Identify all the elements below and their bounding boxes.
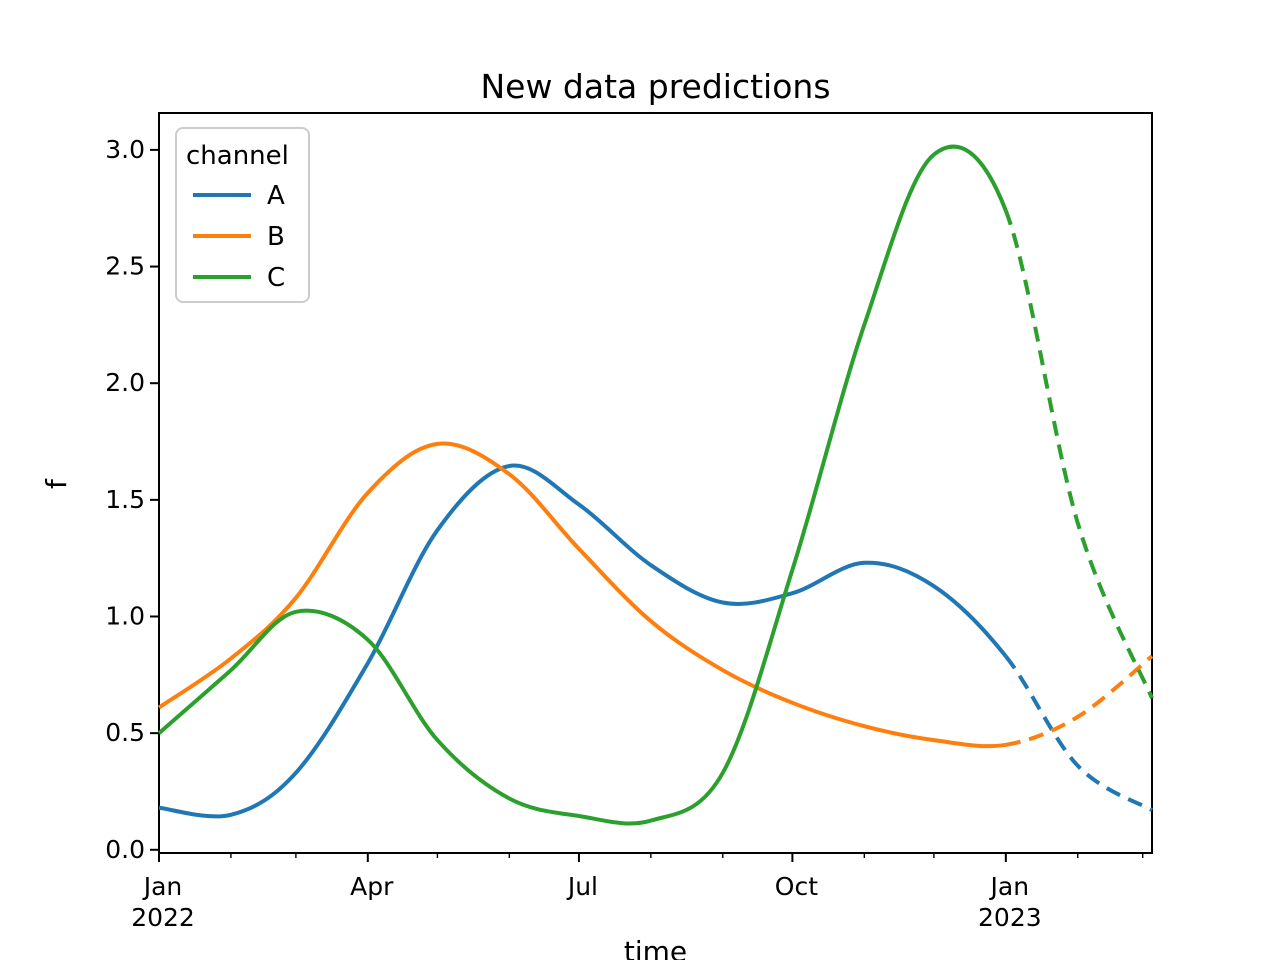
chart-title: New data predictions [480, 67, 830, 106]
x-tick-label: 2022 [131, 903, 195, 932]
legend: channel ABC [175, 127, 310, 303]
y-tick-label: 2.5 [105, 252, 145, 281]
series-C-dashed-line [1003, 209, 1154, 699]
x-tick-label: Jan [989, 872, 1030, 901]
y-tick-label: 2.0 [105, 368, 145, 397]
series-A-solid-line [158, 463, 1008, 819]
x-tick-label: Jan [142, 872, 183, 901]
y-tick-label: 0.0 [105, 835, 145, 864]
x-tick-label: Jul [566, 872, 598, 901]
legend-item-label: C [267, 263, 285, 293]
legend-item: B [193, 222, 285, 252]
x-tick-label: 2023 [978, 903, 1042, 932]
series-B-solid-line [157, 441, 1007, 749]
y-tick-label: 1.5 [105, 485, 145, 514]
legend-item: A [193, 181, 285, 211]
legend-item-label: A [267, 181, 285, 211]
plot-border [158, 112, 1153, 854]
legend-title: channel [186, 141, 289, 171]
series-C-solid-line [157, 144, 1008, 826]
series-lines [157, 144, 1154, 826]
x-axis-label: time [624, 935, 687, 960]
legend-frame [175, 127, 310, 303]
x-tick-label: Oct [775, 872, 818, 901]
y-axis-label: f [40, 478, 73, 489]
y-tick-label: 0.5 [105, 718, 145, 747]
series-A-dashed-line [1004, 654, 1154, 812]
series-B-dashed-line [1005, 654, 1154, 747]
legend-item: C [193, 263, 285, 293]
x-tick-label: Apr [350, 872, 394, 901]
y-axis-ticks: 0.0 0.5 1.0 1.5 2.0 2.5 3.0 [105, 135, 159, 864]
y-tick-label: 1.0 [105, 602, 145, 631]
legend-item-label: B [267, 222, 285, 252]
y-tick-label: 3.0 [105, 135, 145, 164]
